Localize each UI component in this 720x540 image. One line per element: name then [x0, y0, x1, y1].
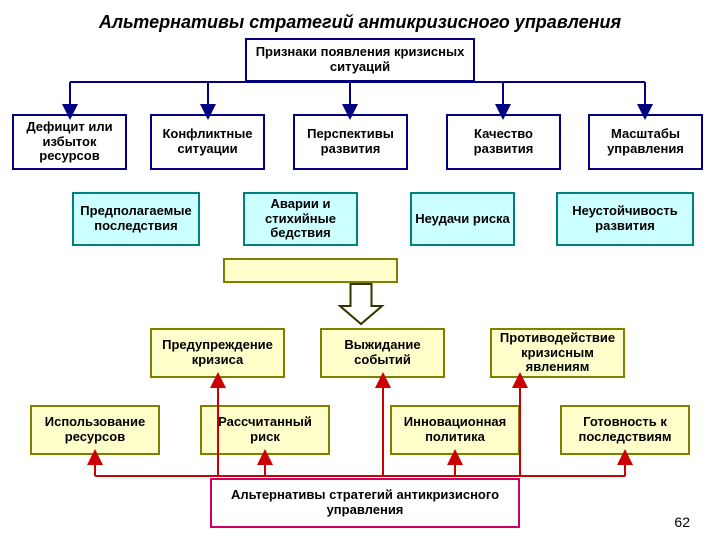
node-r2c1: Предполага­емые последствия: [72, 192, 200, 246]
page-number: 62: [674, 514, 690, 530]
node-r1c2: Конфликтные ситуации: [150, 114, 265, 170]
node-r1c1: Дефицит или избыток ресурсов: [12, 114, 127, 170]
node-r4c2: Рассчитанный риск: [200, 405, 330, 455]
node-r4c3: Инновационная политика: [390, 405, 520, 455]
node-r2c4: Неустойчивость развития: [556, 192, 694, 246]
node-r1c4: Качество развития: [446, 114, 561, 170]
node-r1c3: Перспективы развития: [293, 114, 408, 170]
page-title: Альтернативы стратегий антикризисного уп…: [0, 12, 720, 33]
node-r4c1: Использова­ние ресурсов: [30, 405, 160, 455]
node-r1c5: Масштабы управления: [588, 114, 703, 170]
node-r4c4: Готовность к последствиям: [560, 405, 690, 455]
node-r2c2: Аварии и стихийные бедствия: [243, 192, 358, 246]
node-bottom: Альтернативы стратегий антикризисного уп…: [210, 478, 520, 528]
node-midbar: [223, 258, 398, 283]
node-r3c1: Предупрежде­ние кризиса: [150, 328, 285, 378]
node-top: Признаки появления кризисных ситуаций: [245, 38, 475, 82]
node-r3c2: Выжидание событий: [320, 328, 445, 378]
node-r2c3: Неудачи риска: [410, 192, 515, 246]
node-r3c3: Противодейств­ие кризисным явлениям: [490, 328, 625, 378]
